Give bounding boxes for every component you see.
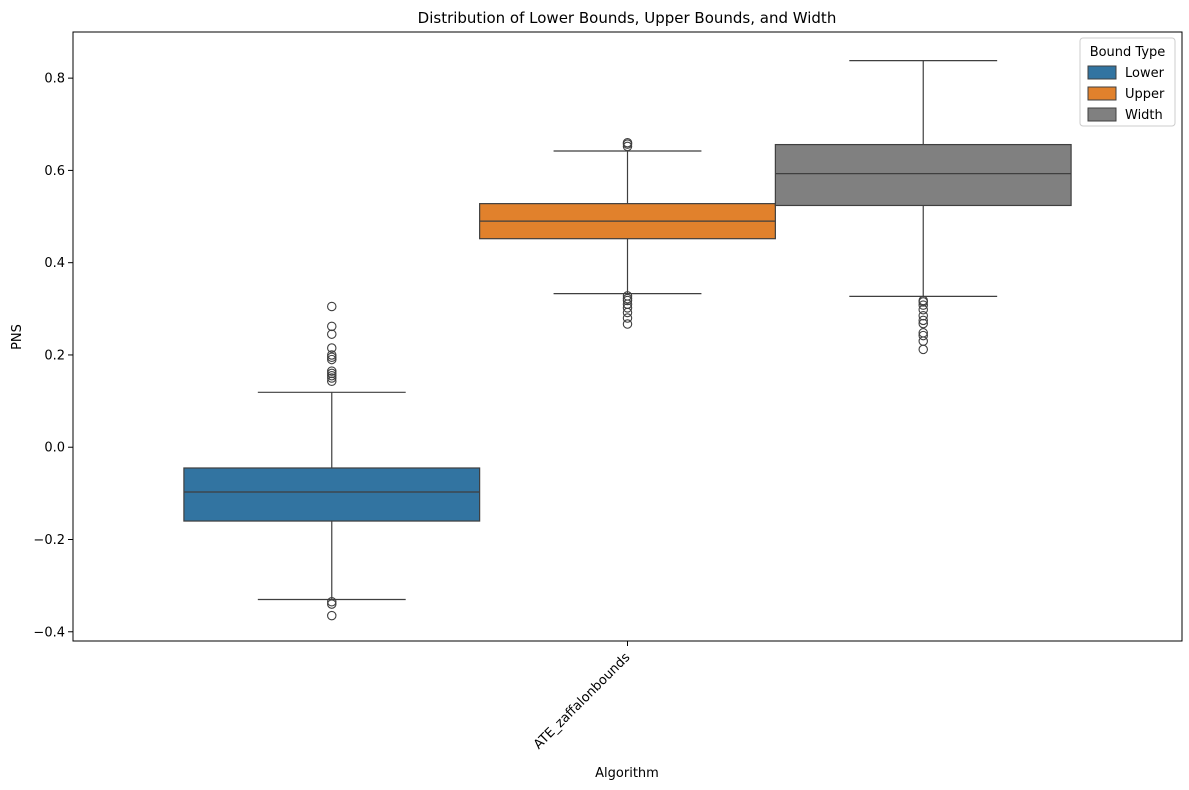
y-tick-label: −0.2 <box>33 533 65 548</box>
outlier-point <box>327 368 337 379</box>
outlier-point <box>918 328 928 338</box>
legend-label-lower: Lower <box>1125 66 1165 81</box>
outlier-point <box>918 344 928 355</box>
box-upper <box>479 137 776 329</box>
chart-title: Distribution of Lower Bounds, Upper Boun… <box>418 9 837 27</box>
y-tick-label: 0.2 <box>44 348 65 363</box>
outlier-point <box>327 301 337 312</box>
legend-swatch-width <box>1087 107 1117 122</box>
outlier-point <box>918 304 928 315</box>
outlier-point <box>327 329 337 339</box>
x-tick-label: ATE_zaffalonbounds <box>531 650 634 753</box>
y-tick-label: 0.4 <box>44 256 65 271</box>
legend-title: Bound Type <box>1090 45 1166 60</box>
outlier-point <box>918 310 928 321</box>
outlier-point <box>622 291 633 301</box>
outlier-point <box>918 300 928 310</box>
legend-swatch-upper <box>1087 86 1117 101</box>
outlier-point <box>622 313 633 323</box>
y-tick-label: 0.6 <box>44 164 65 179</box>
iqr-box <box>774 143 1072 207</box>
legend: Bound Type Lower Upper Width <box>1079 37 1176 127</box>
plot-frame <box>72 31 1183 642</box>
outlier-point <box>327 373 337 383</box>
y-tick-label: 0.8 <box>44 72 65 87</box>
outlier-point <box>327 343 337 353</box>
outlier-point <box>327 321 337 332</box>
outlier-point <box>622 141 633 152</box>
outlier-point <box>327 610 337 621</box>
y-tick-label: 0.0 <box>44 441 65 456</box>
outlier-point <box>327 599 337 609</box>
x-axis: ATE_zaffalonbounds <box>531 641 634 753</box>
x-axis-label: Algorithm <box>595 766 659 781</box>
legend-frame <box>1079 37 1176 127</box>
legend-label-upper: Upper <box>1125 87 1165 102</box>
outlier-point <box>327 366 337 376</box>
y-tick-label: −0.4 <box>33 625 65 640</box>
outlier-point <box>622 303 633 313</box>
plot-marks <box>183 60 1072 621</box>
outlier-point <box>918 295 928 306</box>
y-axis-label: PNS <box>10 324 25 350</box>
outlier-point <box>327 597 337 607</box>
outlier-point <box>918 330 928 341</box>
box-lower <box>183 301 481 621</box>
outlier-point <box>327 376 337 387</box>
outlier-point <box>327 354 337 365</box>
iqr-box <box>183 467 481 522</box>
outlier-point <box>327 352 337 363</box>
outlier-point <box>622 137 633 148</box>
box-width <box>774 60 1072 355</box>
outlier-point <box>327 350 337 360</box>
legend-label-width: Width <box>1125 108 1163 123</box>
outlier-point <box>327 370 337 381</box>
legend-swatch-lower <box>1087 65 1117 80</box>
outlier-point <box>622 293 633 304</box>
outlier-point <box>622 319 633 329</box>
y-axis: −0.4 −0.2 0.0 0.2 0.4 0.6 0.8 <box>33 72 73 640</box>
outlier-point <box>918 315 928 326</box>
outlier-point <box>918 318 928 329</box>
